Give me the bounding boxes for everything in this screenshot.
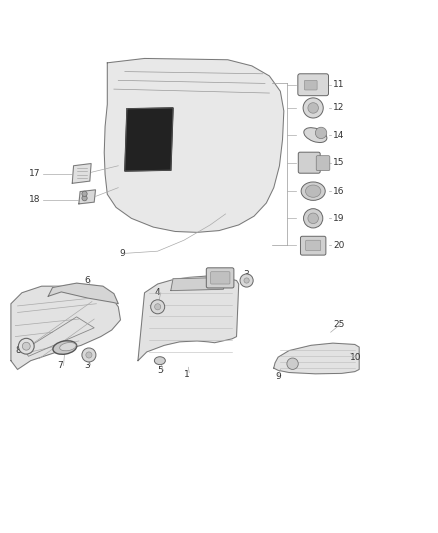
Polygon shape (11, 286, 120, 369)
Polygon shape (125, 108, 173, 171)
Circle shape (240, 274, 253, 287)
Circle shape (86, 352, 92, 358)
Text: 7: 7 (57, 361, 63, 370)
Ellipse shape (60, 343, 76, 351)
Text: 1: 1 (184, 370, 190, 379)
Text: 2: 2 (213, 276, 219, 285)
FancyBboxPatch shape (316, 156, 330, 171)
Ellipse shape (53, 341, 77, 354)
Circle shape (151, 300, 165, 314)
Text: 4: 4 (154, 288, 160, 297)
Circle shape (303, 98, 323, 118)
Text: 16: 16 (333, 187, 344, 196)
Circle shape (287, 358, 298, 369)
Text: 5: 5 (157, 366, 162, 375)
Text: 19: 19 (333, 214, 344, 223)
Text: 18: 18 (28, 196, 40, 205)
Polygon shape (79, 190, 95, 204)
Text: 17: 17 (28, 169, 40, 178)
Ellipse shape (301, 182, 325, 200)
Ellipse shape (154, 357, 166, 365)
Polygon shape (138, 276, 239, 361)
Circle shape (315, 127, 327, 139)
Text: 12: 12 (333, 103, 344, 112)
Text: 11: 11 (333, 80, 344, 89)
FancyBboxPatch shape (300, 236, 326, 255)
Text: 9: 9 (119, 249, 125, 258)
Text: 25: 25 (334, 320, 345, 329)
FancyBboxPatch shape (298, 74, 328, 96)
Text: 14: 14 (333, 131, 344, 140)
Text: 3: 3 (84, 360, 90, 369)
Polygon shape (48, 283, 118, 304)
Circle shape (82, 348, 96, 362)
Circle shape (155, 304, 161, 310)
FancyBboxPatch shape (298, 152, 320, 173)
FancyBboxPatch shape (211, 272, 230, 284)
Circle shape (308, 213, 318, 223)
Text: 20: 20 (333, 241, 344, 250)
FancyBboxPatch shape (304, 80, 317, 90)
Text: 3: 3 (243, 270, 249, 279)
Circle shape (82, 191, 87, 197)
Ellipse shape (305, 185, 321, 197)
Text: 15: 15 (333, 158, 344, 167)
Text: 8: 8 (15, 346, 21, 355)
Circle shape (22, 342, 30, 350)
Text: 10: 10 (350, 353, 361, 362)
Circle shape (244, 278, 249, 283)
Polygon shape (274, 343, 359, 374)
Text: 9: 9 (275, 373, 281, 382)
Circle shape (82, 196, 87, 201)
Text: 6: 6 (84, 276, 90, 285)
Polygon shape (104, 59, 284, 232)
FancyBboxPatch shape (306, 240, 321, 251)
Circle shape (304, 209, 323, 228)
Circle shape (308, 103, 318, 113)
Circle shape (18, 338, 34, 354)
Ellipse shape (304, 128, 327, 142)
Polygon shape (171, 278, 226, 290)
Polygon shape (72, 164, 91, 183)
FancyBboxPatch shape (206, 268, 234, 288)
